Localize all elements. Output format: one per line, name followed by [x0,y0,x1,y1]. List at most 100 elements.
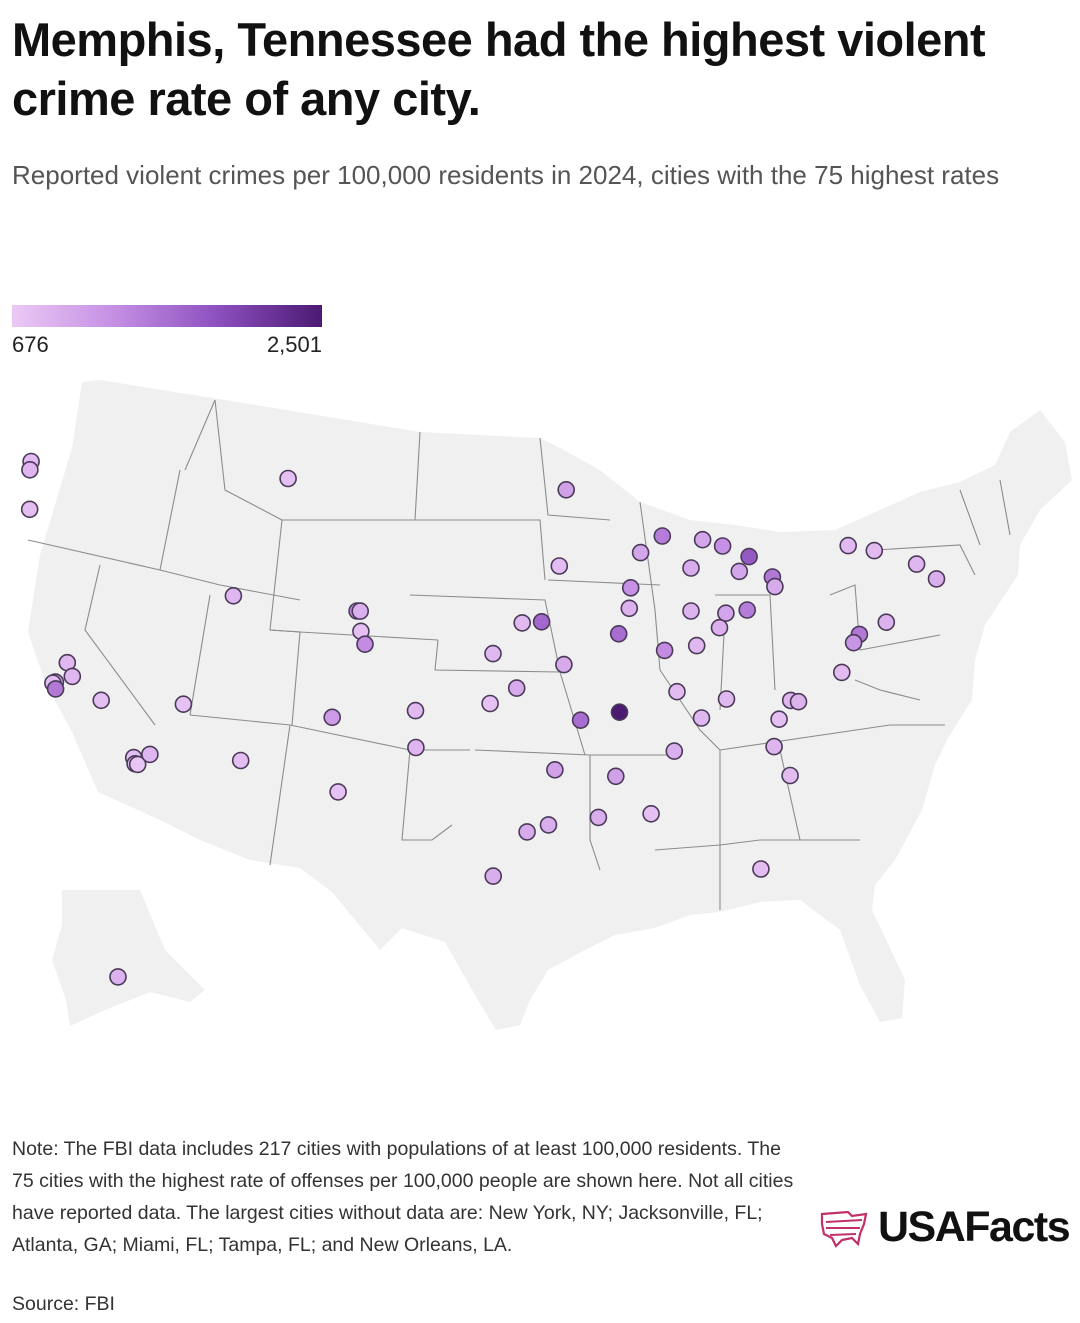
city-marker [693,530,712,549]
city-marker [668,682,686,701]
chart-title: Memphis, Tennessee had the highest viole… [12,13,986,125]
city-marker [765,737,783,756]
city-marker [507,679,526,697]
city-marker [621,579,640,597]
source-line: Source: FBI [12,1293,115,1315]
city-marker [20,500,39,519]
usa-flag-map-icon [820,1210,868,1248]
state-line [434,639,586,756]
state-line [84,564,156,726]
city-marker [555,655,573,674]
legend-gradient-bar [12,305,322,327]
state-line [401,749,453,841]
state-line [159,469,301,601]
city-marker [546,760,564,779]
city-marker [356,635,374,654]
city-marker [589,808,608,827]
city-marker [740,547,758,566]
state-line [959,489,981,546]
land-area [28,380,1072,1030]
footnote: Note: The FBI data includes 217 cities w… [12,1138,794,1256]
usafacts-logo: USAFacts [818,1203,1071,1252]
state-line [539,437,611,521]
city-marker [710,618,729,637]
city-marker [571,711,590,730]
city-marker [21,461,39,479]
city-marker [682,559,700,577]
state-line [269,629,301,726]
city-marker [550,557,569,575]
city-marker [877,613,896,631]
city-marker [766,577,784,596]
state-line [779,749,801,841]
city-marker [682,602,700,620]
city-marker [839,536,858,555]
city-marker [655,641,674,660]
city-marker [770,710,788,729]
legend-max-label: 2,501 [266,332,322,357]
city-marker [631,543,650,562]
state-line [189,594,211,716]
city-marker [738,601,757,619]
city-marker [907,555,926,573]
state-line [715,594,776,691]
city-marker [606,767,625,786]
city-marker [789,692,808,711]
state-line [409,594,561,673]
city-marker [174,695,193,714]
city-marker [717,690,736,708]
state-line [27,539,161,571]
city-marker [781,766,799,785]
state-line [474,749,601,871]
chart-subtitle: Reported violent crimes per 100,000 resi… [12,160,1000,190]
city-marker [620,599,639,618]
city-marker [323,708,342,727]
city-marker [653,527,672,545]
city-marker [642,804,660,823]
state-line [184,399,216,471]
state-line [214,399,283,521]
city-marker [687,636,706,655]
city-marker [329,783,347,801]
city-marker [713,537,732,555]
city-marker [692,709,711,727]
state-line [415,519,546,581]
city-marker [407,738,425,757]
city-marker [224,587,243,605]
state-line [854,679,921,701]
city-marker [539,816,558,834]
city-marker [406,701,425,720]
state-line [269,724,291,866]
state-line [189,714,470,751]
city-markers [20,452,946,986]
city-marker [532,613,551,631]
city-marker [832,663,851,682]
city-marker [484,867,503,885]
city-marker [730,562,749,581]
city-marker [92,691,110,710]
city-marker [128,755,147,774]
state-line [654,839,860,851]
city-marker [141,745,159,764]
city-marker [844,633,863,652]
city-marker [351,602,370,620]
city-marker [752,860,770,878]
city-marker [557,481,576,499]
color-legend: 676 2,501 [12,305,322,358]
city-marker [513,614,532,632]
city-marker [63,667,82,686]
alaska-land [52,890,205,1026]
contiguous-us-land [28,380,1072,1030]
city-marker [231,751,250,770]
state-line [874,544,976,576]
brand-name: USAFacts [878,1203,1071,1251]
city-marker [484,644,502,663]
city-marker [109,968,127,986]
state-line [547,579,661,586]
city-marker [46,680,65,698]
legend-min-label: 676 [12,332,49,357]
city-marker [481,694,499,713]
city-marker [865,541,884,560]
city-marker [927,570,946,588]
city-marker [610,703,629,722]
